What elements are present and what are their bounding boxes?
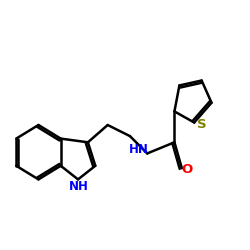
Text: O: O	[182, 163, 193, 176]
Text: S: S	[197, 118, 207, 132]
Text: HN: HN	[129, 143, 148, 156]
Text: NH: NH	[69, 180, 89, 193]
